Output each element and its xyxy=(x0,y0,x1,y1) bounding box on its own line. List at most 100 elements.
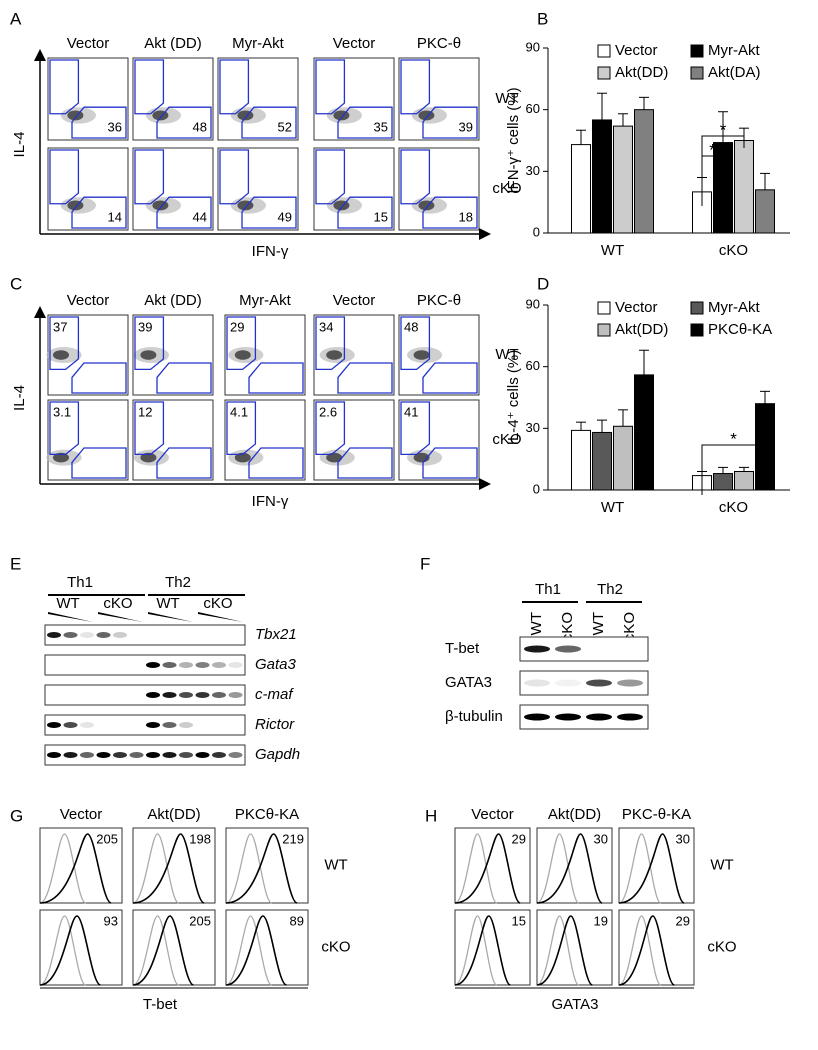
gate xyxy=(49,59,80,115)
plot-frame xyxy=(132,147,214,231)
gate xyxy=(337,106,393,139)
legend-swatch xyxy=(690,66,704,80)
gel-band xyxy=(63,752,78,758)
gate xyxy=(400,316,431,371)
cell-cloud-core xyxy=(413,350,430,360)
y-tick-label: 0 xyxy=(533,224,540,239)
y-axis-label: IL-4 xyxy=(11,385,28,411)
bar xyxy=(713,142,733,234)
plot-frame xyxy=(398,57,480,141)
legend-swatch xyxy=(690,323,704,337)
cell-cloud-core xyxy=(333,200,350,211)
gate-percent: 36 xyxy=(108,119,122,134)
cell-cloud-core xyxy=(140,350,157,360)
gel-band xyxy=(96,632,111,638)
gate-percent: 48 xyxy=(193,119,207,134)
histogram-frame xyxy=(454,827,531,904)
bar xyxy=(592,431,612,491)
mfi-value: 219 xyxy=(282,831,304,846)
bar xyxy=(734,471,754,491)
significance-star: * xyxy=(720,120,727,139)
gate-percent: 49 xyxy=(278,209,292,224)
bar xyxy=(734,140,754,234)
panel-letter: F xyxy=(420,554,430,573)
gate xyxy=(241,106,297,139)
gel-band xyxy=(212,662,226,668)
gel-band xyxy=(146,662,160,668)
column-header: Vector xyxy=(333,35,376,52)
dilution-wedge xyxy=(148,612,193,622)
cell-cloud-core xyxy=(333,110,350,121)
legend-label: Myr-Akt xyxy=(708,299,760,316)
panel-letter: A xyxy=(10,9,22,28)
legend-swatch xyxy=(597,301,611,315)
gate xyxy=(134,59,165,115)
gate xyxy=(134,401,165,456)
plot-frame xyxy=(224,399,306,481)
blot-band xyxy=(586,713,612,721)
cell-cloud-core xyxy=(53,452,69,463)
gene-label: Tbx21 xyxy=(255,626,297,643)
x-tick-label: WT xyxy=(601,499,624,516)
isotype-histogram xyxy=(225,915,273,986)
mfi-value: 29 xyxy=(512,831,526,846)
gate xyxy=(156,362,212,394)
column-header: Vector xyxy=(67,35,110,52)
stained-histogram xyxy=(454,833,521,904)
legend-label: Akt(DD) xyxy=(615,321,668,338)
isotype-histogram xyxy=(454,833,498,904)
x-axis-label: IFN-γ xyxy=(252,493,289,510)
dilution-wedge xyxy=(198,612,243,622)
gel-band xyxy=(195,692,210,698)
plot-frame xyxy=(313,57,395,141)
panel-letter: D xyxy=(537,274,549,293)
blot-band xyxy=(555,679,581,687)
cell-cloud-core xyxy=(67,110,84,121)
mfi-value: 205 xyxy=(96,831,118,846)
gate xyxy=(315,316,346,371)
legend-label: Vector xyxy=(615,299,658,316)
isotype-histogram xyxy=(132,915,180,986)
blot-band xyxy=(555,713,581,721)
histogram-frame xyxy=(618,827,695,904)
gate xyxy=(71,362,127,394)
row-label: WT xyxy=(324,856,347,873)
mfi-value: 198 xyxy=(189,831,211,846)
gene-label: Rictor xyxy=(255,716,295,733)
gate-percent: 4.1 xyxy=(230,404,248,419)
gate xyxy=(49,401,80,456)
mfi-value: 30 xyxy=(594,831,608,846)
y-tick-label: 60 xyxy=(526,101,540,116)
row-label: cKO xyxy=(321,938,350,955)
gate xyxy=(337,362,393,394)
gate xyxy=(248,447,304,479)
group-label: Th2 xyxy=(597,581,623,598)
gel-band xyxy=(146,752,160,758)
cell-cloud-core xyxy=(152,110,169,121)
blot-band xyxy=(586,679,612,687)
gel-band xyxy=(113,632,127,638)
isotype-histogram xyxy=(618,915,662,986)
y-tick-label: 90 xyxy=(526,296,540,311)
gate xyxy=(400,59,431,115)
gate xyxy=(71,106,127,139)
histogram-frame xyxy=(39,827,123,904)
gel-frame xyxy=(44,654,246,676)
gate xyxy=(49,316,80,371)
y-axis-label: IL-4⁺ cells (%) xyxy=(505,350,522,445)
y-tick-label: 30 xyxy=(526,420,540,435)
stained-histogram xyxy=(536,833,603,904)
cell-cloud-core xyxy=(237,200,254,211)
blot-band xyxy=(617,679,643,687)
gate-percent: 35 xyxy=(374,119,388,134)
gel-band xyxy=(228,692,243,698)
panel-letter: C xyxy=(10,274,22,293)
histogram-frame xyxy=(536,827,613,904)
gel-band xyxy=(113,752,127,758)
gel-band xyxy=(162,692,177,698)
gate xyxy=(226,401,257,456)
gate xyxy=(315,401,346,456)
cell-cloud-core xyxy=(237,110,254,121)
gene-label: Gata3 xyxy=(255,656,297,673)
plot-frame xyxy=(132,57,214,141)
